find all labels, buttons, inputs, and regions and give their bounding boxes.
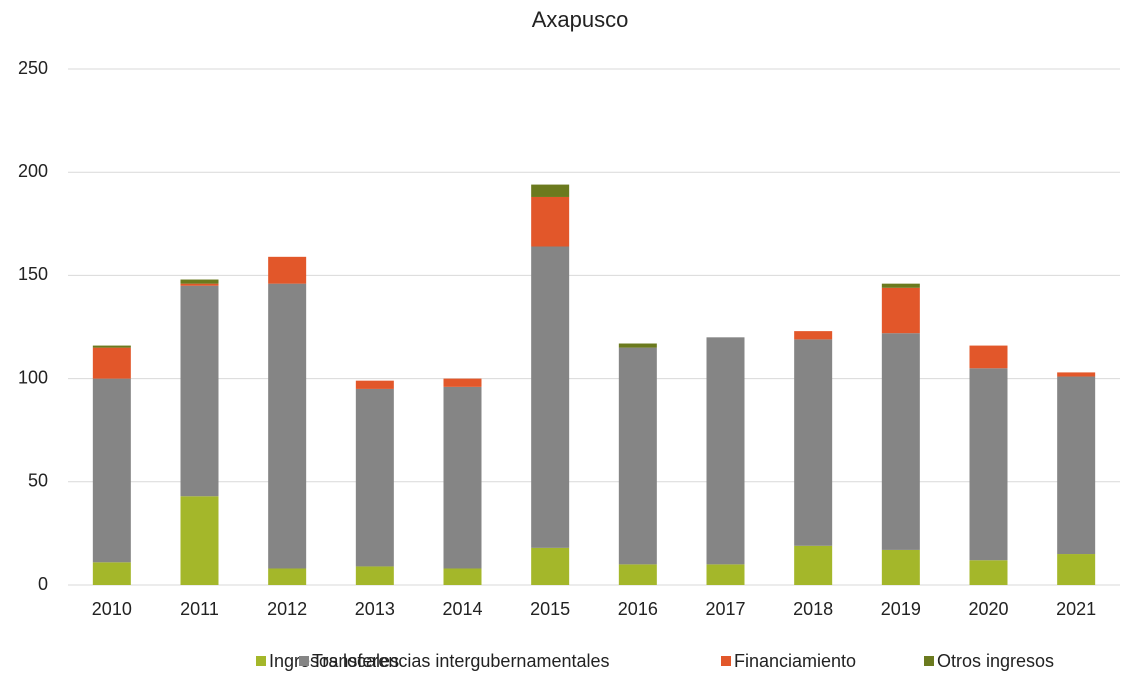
chart-title: Axapusco bbox=[532, 7, 629, 32]
x-tick-label: 2017 bbox=[705, 599, 745, 619]
legend-swatch bbox=[299, 656, 309, 666]
y-tick-label: 150 bbox=[18, 264, 48, 284]
x-tick-label: 2019 bbox=[881, 599, 921, 619]
bar-segment bbox=[531, 246, 570, 548]
bar-segment bbox=[706, 564, 745, 585]
legend-label: Transferencias intergubernamentales bbox=[312, 651, 610, 671]
bar-segment bbox=[92, 345, 131, 348]
bar-segment bbox=[618, 347, 657, 565]
bar-segment bbox=[180, 279, 219, 284]
legend-swatch bbox=[721, 656, 731, 666]
x-tick-label: 2020 bbox=[968, 599, 1008, 619]
y-tick-label: 50 bbox=[28, 471, 48, 491]
bar-segment bbox=[268, 568, 307, 585]
bar-segment bbox=[969, 368, 1008, 561]
x-tick-label: 2018 bbox=[793, 599, 833, 619]
bar-segment bbox=[531, 184, 570, 197]
bar-segment bbox=[268, 256, 307, 284]
bar-segment bbox=[881, 549, 920, 585]
bar-segment bbox=[794, 331, 833, 340]
bar-segment bbox=[969, 345, 1008, 369]
y-tick-label: 0 bbox=[38, 574, 48, 594]
y-tick-label: 200 bbox=[18, 161, 48, 181]
bar-segment bbox=[180, 285, 219, 497]
x-tick-label: 2016 bbox=[618, 599, 658, 619]
bar-segment bbox=[618, 343, 657, 348]
y-tick-label: 100 bbox=[18, 367, 48, 387]
y-tick-label: 250 bbox=[18, 58, 48, 78]
bar-segment bbox=[92, 562, 131, 585]
bar-segment bbox=[1057, 554, 1096, 585]
bar-segment bbox=[355, 388, 394, 567]
legend-label: Otros ingresos bbox=[937, 651, 1054, 671]
bar-segment bbox=[443, 378, 482, 387]
legend-swatch bbox=[256, 656, 266, 666]
bar-segment bbox=[881, 287, 920, 334]
bar-segment bbox=[618, 564, 657, 585]
bar-segment bbox=[531, 547, 570, 585]
x-tick-label: 2021 bbox=[1056, 599, 1096, 619]
x-tick-label: 2012 bbox=[267, 599, 307, 619]
x-tick-label: 2015 bbox=[530, 599, 570, 619]
bar-segment bbox=[180, 283, 219, 286]
bar-segment bbox=[92, 378, 131, 563]
bar-segment bbox=[1057, 376, 1096, 555]
bar-segment bbox=[180, 496, 219, 585]
bar-segment bbox=[794, 545, 833, 585]
x-tick-label: 2013 bbox=[355, 599, 395, 619]
bar-segment bbox=[92, 347, 131, 379]
bar-segment bbox=[355, 566, 394, 585]
x-tick-label: 2014 bbox=[442, 599, 482, 619]
bar-segment bbox=[443, 568, 482, 585]
bar-segment bbox=[268, 283, 307, 569]
bar-segment bbox=[1057, 372, 1096, 377]
legend-swatch bbox=[924, 656, 934, 666]
x-tick-label: 2011 bbox=[180, 599, 219, 619]
bar-segment bbox=[794, 339, 833, 546]
bar-segment bbox=[443, 386, 482, 569]
legend-label: Financiamiento bbox=[734, 651, 856, 671]
bar-segment bbox=[706, 337, 745, 565]
bar-segment bbox=[355, 380, 394, 389]
bar-segment bbox=[531, 196, 570, 247]
x-tick-label: 2010 bbox=[92, 599, 132, 619]
bar-segment bbox=[881, 283, 920, 288]
bar-segment bbox=[881, 333, 920, 550]
bar-segment bbox=[969, 560, 1008, 585]
